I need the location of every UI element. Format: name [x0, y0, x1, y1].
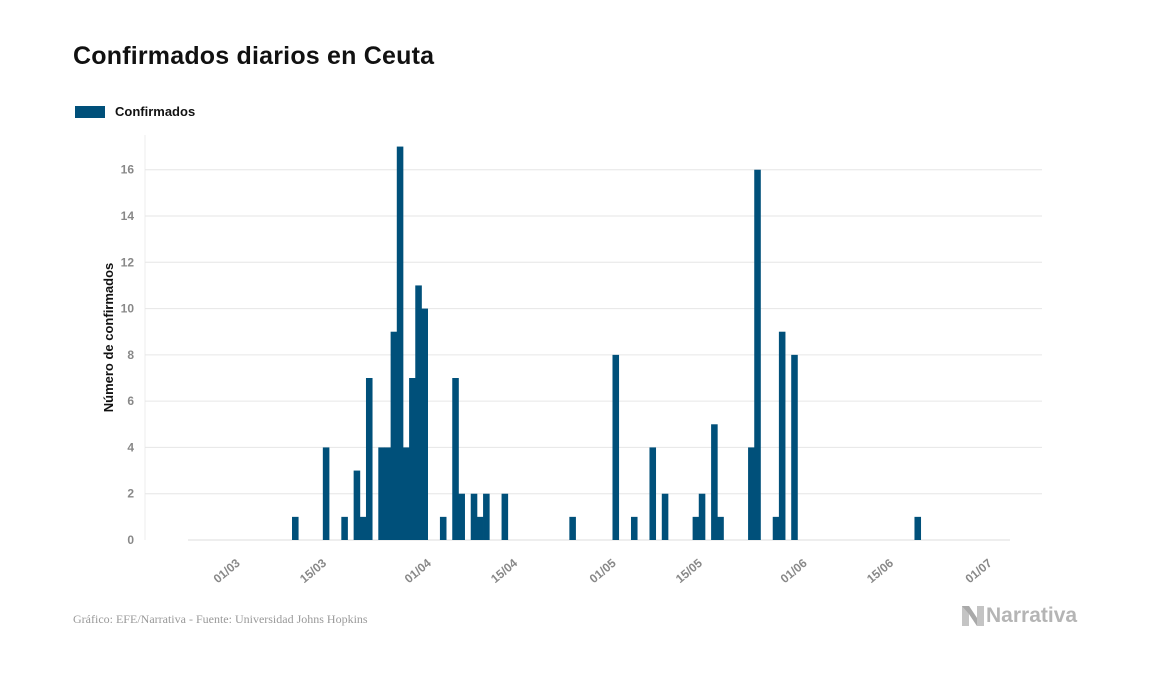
bar	[711, 424, 718, 540]
x-tick-label: 01/06	[778, 556, 810, 586]
brand-name: Narrativa	[986, 604, 1078, 627]
bar	[353, 470, 361, 540]
bar	[791, 354, 798, 540]
bar	[698, 493, 706, 540]
bar	[322, 447, 330, 540]
narrativa-logo-icon	[962, 606, 984, 626]
bar	[483, 493, 490, 540]
bar	[439, 516, 447, 540]
y-tick-label: 10	[121, 302, 135, 316]
bar	[365, 378, 373, 540]
bar	[415, 285, 422, 540]
x-tick-label: 15/04	[488, 556, 520, 586]
bar	[914, 516, 922, 540]
bar	[772, 516, 780, 540]
bar	[717, 516, 724, 540]
bar	[390, 331, 398, 540]
x-tick-label: 15/03	[297, 556, 329, 586]
brand-logo: Narrativa	[962, 604, 1077, 628]
bar	[630, 516, 638, 540]
y-tick-label: 4	[127, 440, 134, 454]
y-tick-label: 0	[127, 533, 134, 547]
bar	[458, 493, 465, 540]
bar	[569, 516, 576, 540]
y-tick-label: 6	[127, 394, 134, 408]
legend-label-confirmados: Confirmados	[115, 104, 196, 119]
y-axis-title: Número de confirmados	[101, 263, 116, 413]
source-credit: Gráfico: EFE/Narrativa - Fuente: Univers…	[73, 612, 368, 626]
bar	[402, 447, 410, 540]
bar	[470, 493, 478, 540]
x-tick-label: 01/07	[963, 556, 995, 586]
x-tick-label: 01/05	[587, 556, 619, 586]
bar	[612, 354, 620, 540]
bar	[778, 331, 786, 540]
x-tick-label: 01/03	[211, 556, 243, 586]
bar	[476, 516, 484, 540]
bar	[378, 447, 385, 540]
bar	[409, 378, 416, 540]
chart-legend: Confirmados	[75, 104, 195, 119]
bar	[292, 516, 299, 540]
bar	[501, 493, 509, 540]
x-tick-label: 15/05	[673, 556, 705, 586]
bar	[748, 447, 755, 540]
bar	[359, 516, 367, 540]
legend-swatch-confirmados	[75, 105, 105, 118]
y-tick-label: 8	[127, 348, 134, 362]
bar	[421, 308, 428, 540]
bar	[384, 447, 392, 540]
bar	[396, 146, 404, 540]
x-tick-label: 01/04	[402, 556, 434, 586]
bar	[649, 447, 657, 540]
chart-title: Confirmados diarios en Ceuta	[73, 42, 435, 70]
y-tick-label: 2	[127, 487, 134, 501]
bar	[452, 378, 459, 540]
x-tick-label: 15/06	[864, 556, 896, 586]
y-tick-label: 14	[121, 209, 135, 223]
y-tick-label: 16	[121, 163, 135, 177]
bar	[661, 493, 669, 540]
y-tick-label: 12	[121, 255, 135, 269]
bar	[341, 516, 348, 540]
bar	[754, 169, 761, 540]
bar	[692, 516, 700, 540]
